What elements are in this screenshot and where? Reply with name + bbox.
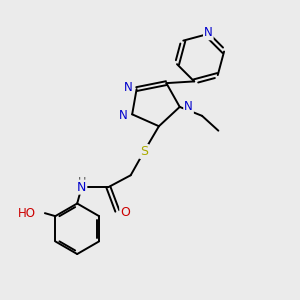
Text: N: N xyxy=(123,81,132,94)
Text: S: S xyxy=(140,145,148,158)
Text: N: N xyxy=(204,26,213,39)
Text: HO: HO xyxy=(18,207,36,220)
Text: O: O xyxy=(120,206,130,219)
Text: N: N xyxy=(77,181,86,194)
Text: N: N xyxy=(119,109,128,122)
Text: H: H xyxy=(77,177,86,187)
Text: N: N xyxy=(184,100,193,113)
